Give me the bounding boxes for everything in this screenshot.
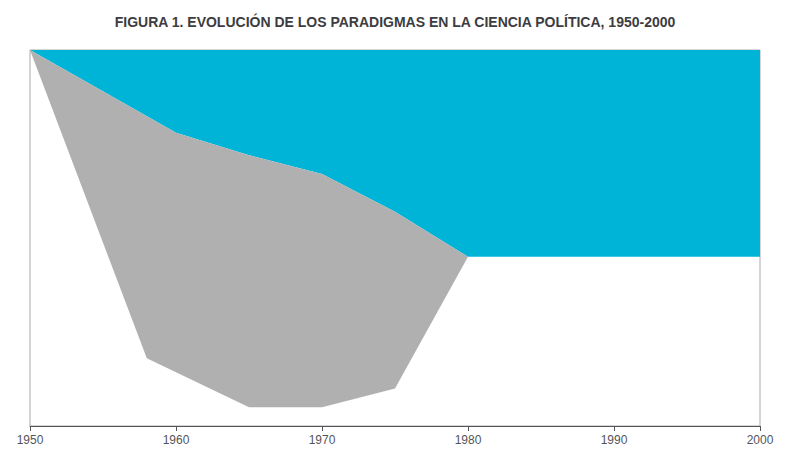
svg-text:FIGURA 1. EVOLUCIÓN DE LOS PAR: FIGURA 1. EVOLUCIÓN DE LOS PARADIGMAS EN… <box>115 13 676 30</box>
svg-text:1970: 1970 <box>309 433 336 447</box>
svg-text:2000: 2000 <box>747 433 774 447</box>
svg-text:1960: 1960 <box>163 433 190 447</box>
svg-text:1990: 1990 <box>601 433 628 447</box>
svg-text:1980: 1980 <box>455 433 482 447</box>
svg-text:1950: 1950 <box>17 433 44 447</box>
